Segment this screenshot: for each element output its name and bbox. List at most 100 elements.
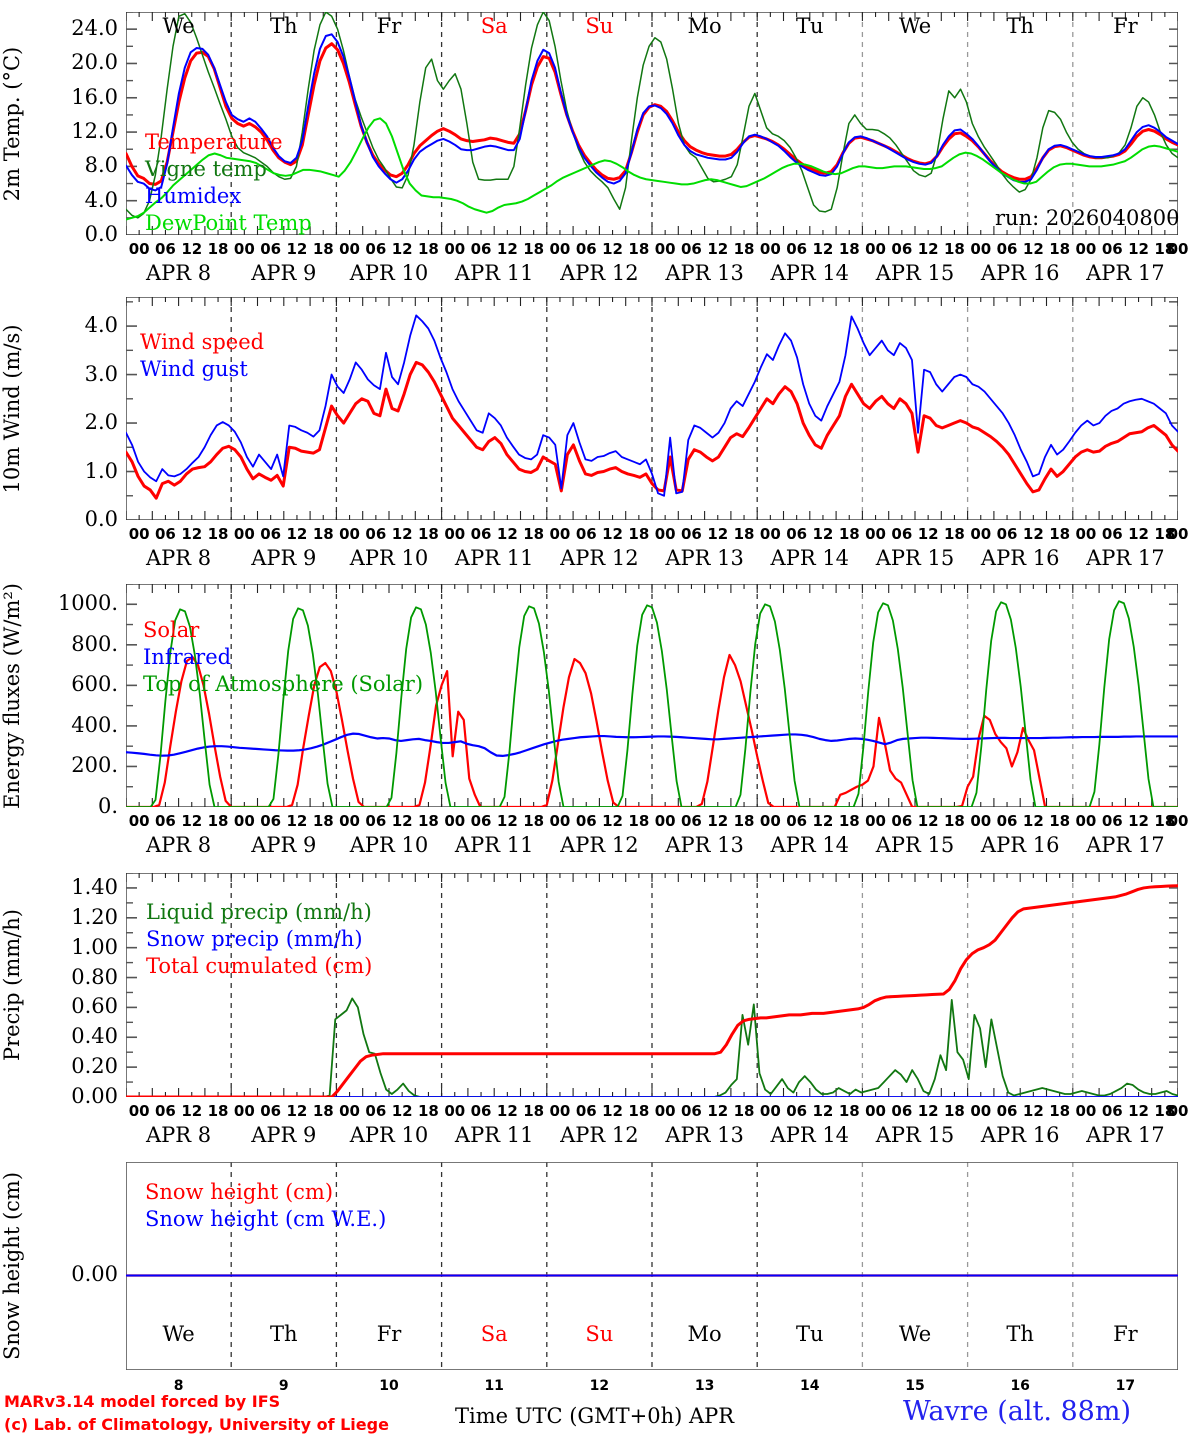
hour-tick-label: 12 bbox=[602, 1102, 623, 1120]
y-tick-label: 0.00 bbox=[71, 1262, 118, 1287]
hour-tick-label: 00 bbox=[970, 525, 992, 543]
day-name-label: Mo bbox=[687, 14, 722, 38]
hour-tick-label: 00 bbox=[128, 812, 150, 830]
hour-tick-label: 06 bbox=[891, 525, 913, 543]
y-tick-label: 0. bbox=[97, 794, 118, 818]
date-tick-label: APR 15 bbox=[875, 546, 955, 570]
y-axis-title-wind: 10m Wind (m/s) bbox=[0, 323, 24, 494]
hour-tick-label: 00 bbox=[233, 1102, 255, 1120]
hour-tick-label: 00 bbox=[759, 1102, 781, 1120]
hour-tick-label: 06 bbox=[260, 1102, 282, 1120]
date-tick-label: APR 10 bbox=[349, 1123, 429, 1147]
y-tick-label: 0.20 bbox=[71, 1054, 118, 1079]
y-tick-label: 800. bbox=[71, 631, 118, 656]
hour-tick-label: 06 bbox=[681, 240, 702, 258]
plot-area-energy bbox=[126, 584, 1178, 807]
day-number-label: 14 bbox=[800, 1378, 820, 1394]
day-number-label: 17 bbox=[1115, 1378, 1136, 1394]
hour-tick-label: 18 bbox=[733, 1102, 755, 1120]
y-tick-label: 0.40 bbox=[71, 1024, 118, 1049]
legend-item: Humidex bbox=[145, 184, 242, 208]
hour-tick-label: 00 bbox=[128, 1102, 150, 1120]
hour-tick-label: 12 bbox=[496, 1102, 518, 1120]
hour-tick-label: 12 bbox=[496, 240, 518, 258]
day-name-label: Fr bbox=[376, 14, 402, 38]
hour-tick-label: 12 bbox=[602, 240, 623, 258]
hour-tick-label: 00 bbox=[865, 240, 886, 258]
hour-tick-label: 18 bbox=[1049, 812, 1071, 830]
hour-tick-label: 18 bbox=[628, 812, 650, 830]
hour-tick-label: 12 bbox=[286, 525, 308, 543]
date-tick-label: APR 8 bbox=[146, 1123, 212, 1147]
hour-tick-label: 12 bbox=[496, 812, 518, 830]
hour-tick-label: 06 bbox=[260, 240, 282, 258]
day-name-label: Th bbox=[1006, 14, 1034, 38]
date-tick-label: APR 12 bbox=[560, 546, 639, 570]
day-name-label-bottom: Tu bbox=[796, 1322, 824, 1346]
hour-tick-label: 06 bbox=[575, 812, 597, 830]
hour-tick-label: 06 bbox=[155, 812, 176, 830]
date-tick-label: APR 15 bbox=[875, 261, 955, 285]
plot-area-precip bbox=[126, 873, 1178, 1097]
date-tick-label: APR 14 bbox=[770, 833, 850, 857]
hour-tick-label: 12 bbox=[1022, 812, 1044, 830]
date-tick-label: APR 15 bbox=[875, 1123, 955, 1147]
hour-tick-label: 18 bbox=[523, 240, 545, 258]
date-tick-label: APR 12 bbox=[560, 1123, 639, 1147]
series-line bbox=[126, 314, 1178, 497]
hour-tick-label: 06 bbox=[575, 240, 597, 258]
hour-tick-label: 00 bbox=[128, 525, 150, 543]
day-name-label-bottom: Fr bbox=[1113, 1322, 1138, 1346]
hour-tick-label: 18 bbox=[628, 240, 650, 258]
hour-tick-label: 12 bbox=[391, 525, 413, 543]
hour-tick-label: 00 bbox=[759, 812, 781, 830]
series-line bbox=[126, 653, 1178, 807]
day-name-label-bottom: Fr bbox=[376, 1322, 402, 1346]
date-tick-label: APR 14 bbox=[770, 261, 850, 285]
hour-tick-label: 00 bbox=[128, 240, 150, 258]
date-tick-label: APR 16 bbox=[980, 261, 1060, 285]
date-tick-label: APR 9 bbox=[251, 261, 317, 285]
date-tick-label: APR 17 bbox=[1086, 1123, 1165, 1147]
date-tick-label: APR 10 bbox=[349, 261, 429, 285]
hour-tick-label: 12 bbox=[707, 240, 729, 258]
hour-tick-label: 18 bbox=[1049, 240, 1071, 258]
legend-item: Liquid precip (mm/h) bbox=[146, 900, 372, 924]
hour-tick-label: 06 bbox=[1101, 1102, 1123, 1120]
series-line bbox=[126, 360, 1178, 500]
hour-tick-label: 18 bbox=[312, 812, 334, 830]
hour-tick-label: 06 bbox=[155, 525, 176, 543]
legend-item: Vigne temp bbox=[145, 157, 267, 181]
hour-tick-label: 12 bbox=[917, 1102, 939, 1120]
hour-tick-label: 06 bbox=[1101, 812, 1123, 830]
plot-area-snow bbox=[126, 1162, 1178, 1370]
hour-tick-label: 18 bbox=[418, 812, 439, 830]
hour-tick-label: 00 bbox=[339, 812, 360, 830]
hour-tick-label: 00 bbox=[654, 1102, 676, 1120]
hour-tick-label: 18 bbox=[944, 525, 965, 543]
day-name-label: Tu bbox=[796, 14, 824, 38]
hour-tick-label: 06 bbox=[365, 525, 387, 543]
hour-tick-label: 00 bbox=[1075, 240, 1097, 258]
day-name-label-bottom: We bbox=[898, 1322, 932, 1346]
date-tick-label: APR 13 bbox=[665, 833, 744, 857]
hour-tick-label: 06 bbox=[681, 812, 702, 830]
hour-tick-label: 12 bbox=[1128, 812, 1149, 830]
y-tick-label: 0.0 bbox=[84, 507, 118, 531]
y-tick-label: 0.80 bbox=[71, 964, 118, 989]
date-tick-label: APR 10 bbox=[349, 833, 429, 857]
hour-tick-label: 18 bbox=[1154, 1102, 1176, 1120]
date-tick-label: APR 9 bbox=[251, 546, 317, 570]
hour-tick-label: 06 bbox=[786, 240, 808, 258]
hour-tick-label: 00 bbox=[444, 1102, 466, 1120]
legend-item: Top of Atmosphere (Solar) bbox=[143, 672, 424, 696]
hour-tick-label: 06 bbox=[996, 240, 1018, 258]
hour-tick-label: 12 bbox=[1022, 1102, 1044, 1120]
date-tick-label: APR 14 bbox=[770, 546, 850, 570]
hour-tick-label: 18 bbox=[312, 240, 334, 258]
hour-tick-label: 18 bbox=[207, 812, 229, 830]
hour-tick-label: 12 bbox=[812, 1102, 834, 1120]
hour-tick-label: 06 bbox=[575, 1102, 597, 1120]
hour-tick-label: 06 bbox=[575, 525, 597, 543]
hour-tick-label: 00 bbox=[970, 812, 992, 830]
